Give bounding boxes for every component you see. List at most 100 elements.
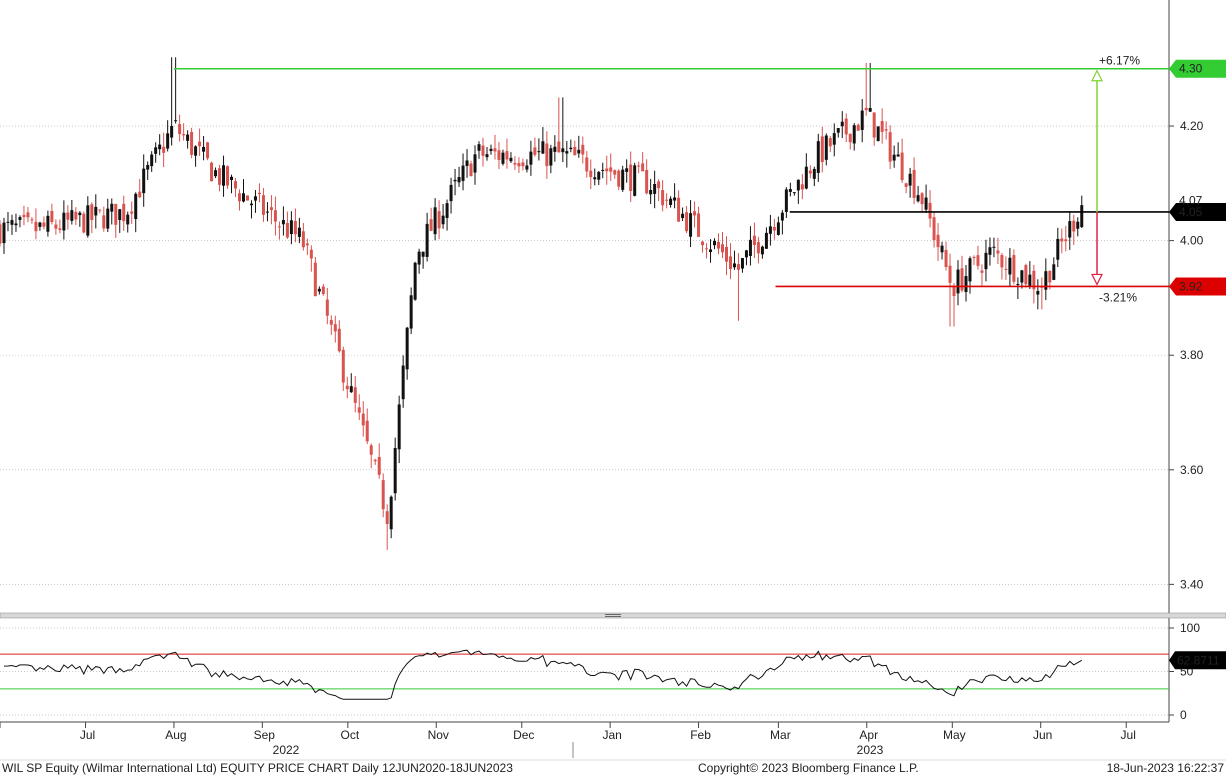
candle-body: [182, 134, 186, 136]
candle-body: [1028, 274, 1032, 287]
rsi-y-tick-label: 100: [1180, 621, 1200, 635]
candle-body: [397, 404, 401, 450]
candle-body: [800, 184, 804, 190]
candle-body: [840, 121, 844, 127]
candle-body: [381, 480, 385, 510]
candle-body: [102, 215, 106, 229]
candle-body: [98, 209, 102, 211]
candle-body: [277, 226, 281, 228]
candle-body: [154, 147, 158, 154]
candle-body: [876, 126, 880, 141]
candle-body: [473, 154, 477, 173]
candle-body: [313, 262, 317, 297]
candle-body: [589, 170, 593, 178]
candle-body: [6, 221, 10, 223]
candle-body: [900, 152, 904, 181]
candle-body: [856, 124, 860, 131]
candle-body: [585, 157, 589, 172]
panel-separator[interactable]: [0, 612, 1226, 619]
candle-body: [285, 223, 289, 238]
candle-body: [748, 239, 752, 256]
candle-body: [1048, 270, 1052, 283]
candle-body: [541, 141, 545, 154]
candle-body: [361, 413, 365, 426]
candle-body: [868, 108, 872, 112]
candle-body: [533, 147, 537, 155]
candle-body: [872, 112, 876, 138]
price-y-tick-label: 3.80: [1180, 348, 1204, 362]
level-tag-4.05: [1169, 202, 1226, 221]
candle-body: [509, 157, 513, 162]
candle-body: [234, 181, 238, 189]
price-y-tick-label: 3.40: [1180, 577, 1204, 591]
candle-body: [2, 222, 6, 244]
candle-body: [1064, 239, 1068, 242]
candle-body: [549, 148, 553, 166]
candle-body: [118, 209, 122, 221]
candle-body: [513, 162, 517, 165]
candle-body: [693, 211, 697, 216]
candle-body: [162, 146, 166, 153]
candle-body: [804, 166, 808, 189]
candle-body: [808, 170, 812, 174]
candle-body: [449, 184, 453, 202]
candle-body: [345, 385, 349, 390]
candle-body: [976, 255, 980, 266]
candle-body: [780, 212, 784, 221]
candle-body: [425, 223, 429, 257]
candle-body: [1060, 238, 1064, 242]
candle-body: [269, 207, 273, 211]
candle-body: [14, 223, 18, 226]
candle-body: [621, 169, 625, 190]
candle-body: [784, 189, 788, 212]
candle-body: [633, 165, 637, 196]
candle-body: [665, 199, 669, 201]
rsi-line: [3, 649, 1083, 700]
candle-body: [405, 327, 409, 370]
candle-body: [561, 148, 565, 153]
candle-body: [122, 203, 126, 222]
level-label-4.30: 4.30: [1179, 62, 1203, 76]
candle-body: [194, 146, 198, 156]
candle-body: [980, 270, 984, 273]
candle-body: [46, 215, 50, 232]
candle-body: [717, 241, 721, 249]
candle-body: [553, 146, 557, 152]
candle-body: [689, 213, 693, 237]
candle-body: [521, 162, 525, 167]
candle-body: [740, 258, 744, 269]
candle-body: [505, 151, 509, 160]
candle-body: [385, 511, 389, 524]
down-arrow-head: [1091, 273, 1103, 286]
x-tick-label: Apr: [859, 728, 878, 742]
candle-body: [968, 258, 972, 282]
level-label-3.92: 3.92: [1179, 279, 1203, 293]
candle-body: [736, 264, 740, 270]
candle-body: [685, 212, 689, 232]
candle-body: [22, 214, 26, 218]
candle-body: [190, 132, 194, 155]
candle-body: [150, 154, 154, 167]
candle-body: [637, 165, 641, 167]
candle-body: [453, 179, 457, 182]
candle-body: [357, 407, 361, 413]
candle-body: [481, 145, 485, 156]
candle-body: [1076, 221, 1080, 229]
candle-body: [114, 203, 118, 225]
candle-body: [0, 224, 2, 244]
candle-body: [984, 252, 988, 270]
candle-body: [705, 248, 709, 250]
change-down-label: -3.21%: [1099, 290, 1137, 304]
candle-body: [497, 150, 501, 160]
candle-body: [1008, 257, 1012, 275]
rsi-y-tick-label: 0: [1180, 708, 1187, 722]
candle-body: [816, 141, 820, 173]
change-up-label: +6.17%: [1099, 54, 1140, 68]
candle-body: [996, 250, 1000, 254]
candle-body: [50, 210, 54, 223]
candle-body: [892, 154, 896, 161]
candle-body: [760, 246, 764, 255]
candle-body: [625, 168, 629, 172]
candle-body: [756, 242, 760, 254]
candle-body: [198, 141, 202, 147]
